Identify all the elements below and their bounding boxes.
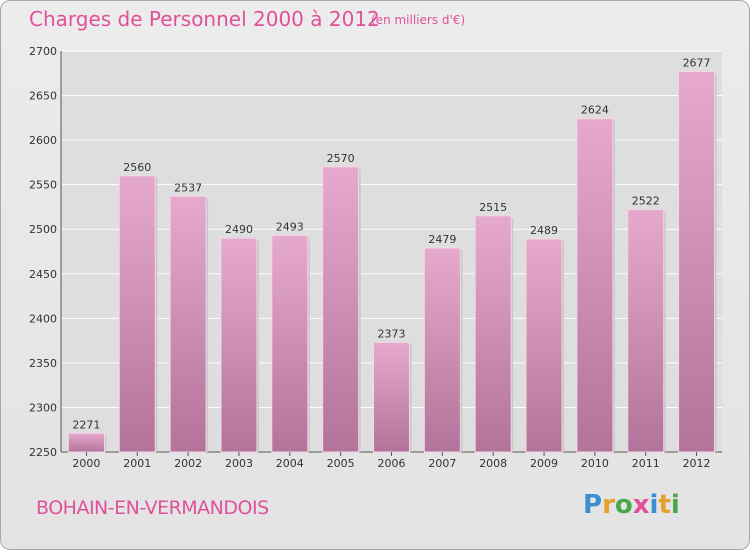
bar: [169, 195, 207, 453]
y-tick-label: 2550: [29, 179, 57, 192]
x-tick-label: 2009: [530, 457, 558, 470]
bar: [678, 70, 716, 453]
city-name: BOHAIN-EN-VERMANDOIS: [36, 497, 269, 519]
bar: [373, 341, 410, 453]
x-tick-label: 2003: [225, 457, 253, 470]
proxiti-logo: Proxiti: [583, 490, 680, 520]
bar: [576, 118, 614, 453]
y-tick-label: 2300: [29, 401, 57, 414]
x-tick-label: 2000: [72, 457, 100, 470]
bar: [67, 432, 105, 453]
y-tick-label: 2250: [29, 446, 57, 459]
value-label: 2493: [276, 220, 304, 233]
x-tick-label: 2004: [276, 457, 304, 470]
x-tick-label: 2002: [174, 457, 202, 470]
value-label: 2479: [428, 233, 456, 246]
bar: [118, 175, 156, 453]
y-tick-label: 2600: [29, 134, 57, 147]
chart-title: Charges de Personnel 2000 à 2012: [29, 7, 380, 31]
y-tick-label: 2650: [29, 90, 57, 103]
y-tick-label: 2350: [29, 357, 57, 370]
y-tick-label: 2450: [29, 268, 57, 281]
value-label: 2537: [174, 181, 202, 194]
bar: [525, 238, 563, 453]
value-label: 2570: [327, 152, 355, 165]
value-label: 2522: [632, 195, 660, 208]
bar: [271, 234, 309, 453]
y-tick-label: 2400: [29, 312, 57, 325]
value-label: 2490: [225, 223, 253, 236]
value-label: 2515: [479, 201, 507, 214]
value-label: 2373: [378, 327, 406, 340]
bar: [220, 237, 258, 453]
bar: [474, 215, 512, 453]
value-label: 2560: [123, 161, 151, 174]
value-label: 2624: [581, 104, 609, 117]
x-tick-label: 2007: [428, 457, 456, 470]
y-tick-label: 2700: [29, 45, 57, 58]
bar: [627, 209, 665, 453]
x-tick-label: 2010: [581, 457, 609, 470]
x-tick-label: 2001: [123, 457, 151, 470]
x-tick-label: 2005: [327, 457, 355, 470]
chart-subtitle: (en milliers d'€): [371, 13, 466, 27]
bar: [322, 166, 360, 453]
x-tick-label: 2006: [378, 457, 406, 470]
value-label: 2489: [530, 224, 558, 237]
bar: [423, 247, 461, 453]
x-tick-label: 2011: [632, 457, 660, 470]
value-label: 2677: [683, 56, 711, 69]
y-tick-label: 2500: [29, 223, 57, 236]
value-label: 2271: [72, 418, 100, 431]
x-tick-label: 2008: [479, 457, 507, 470]
x-tick-label: 2012: [683, 457, 711, 470]
